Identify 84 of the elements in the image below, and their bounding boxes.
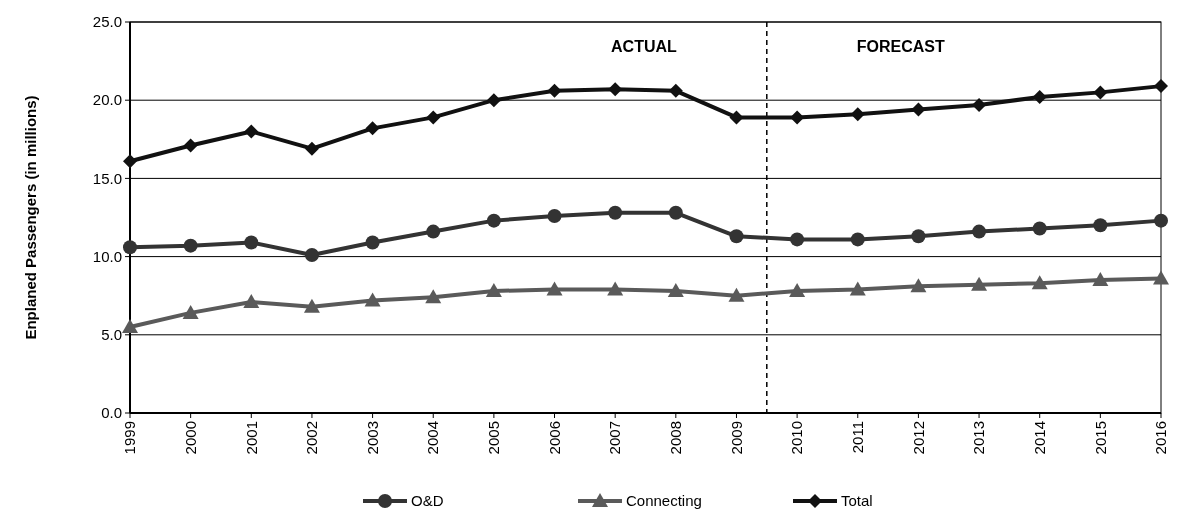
point (304, 248, 319, 263)
point (1032, 90, 1047, 105)
point (1093, 218, 1108, 233)
point (911, 102, 926, 117)
point (426, 224, 441, 239)
point (850, 107, 865, 122)
y-axis-title: Enplaned Passengers (in millions) (22, 95, 39, 340)
point (122, 318, 138, 333)
x-tick-label: 2012 (909, 421, 927, 455)
point (972, 97, 987, 112)
y-tick-label: 20.0 (92, 91, 122, 109)
point (850, 232, 865, 247)
point (1031, 275, 1048, 290)
y-tick-label: 0.0 (101, 404, 122, 422)
point (972, 224, 987, 239)
point (1154, 213, 1168, 228)
point (1032, 221, 1047, 236)
x-tick-label: 2001 (242, 421, 260, 455)
point (608, 82, 623, 97)
point (668, 205, 683, 220)
point (244, 124, 259, 139)
point (910, 278, 927, 293)
point (1154, 79, 1168, 94)
point (486, 213, 501, 228)
point (183, 138, 198, 153)
point (608, 205, 623, 220)
point (546, 281, 563, 296)
point (789, 283, 806, 298)
point (123, 240, 137, 255)
point (667, 283, 684, 298)
x-tick-label: 2004 (424, 421, 442, 455)
point (849, 281, 866, 296)
annotation: FORECAST (856, 38, 946, 55)
x-tick-label: 2015 (1091, 421, 1109, 455)
point (304, 141, 319, 156)
x-tick-label: 2003 (363, 421, 381, 455)
point (1093, 85, 1108, 100)
annotation: ACTUAL (611, 38, 678, 55)
x-tick-label: 2007 (606, 421, 624, 455)
point (911, 229, 926, 244)
point (243, 293, 260, 308)
point (365, 235, 380, 250)
legend-label: Total (841, 492, 873, 510)
x-tick-label: 2000 (181, 421, 199, 455)
point (607, 281, 624, 296)
point (729, 110, 744, 125)
point (244, 235, 259, 250)
point (364, 292, 381, 307)
x-tick-label: 2002 (303, 421, 321, 455)
point (123, 154, 137, 169)
point (790, 232, 805, 247)
x-tick-label: 2016 (1152, 421, 1170, 455)
point (486, 93, 501, 108)
legend-label: O&D (411, 492, 444, 510)
x-tick-label: 2013 (970, 421, 988, 455)
legend-label: Connecting (626, 492, 702, 510)
y-tick-label: 15.0 (92, 169, 122, 187)
x-tick-label: 1999 (121, 421, 139, 455)
point (790, 110, 805, 125)
point (365, 121, 380, 136)
point (485, 283, 502, 298)
x-tick-label: 2005 (485, 421, 503, 455)
y-tick-label: 25.0 (92, 13, 122, 31)
point (303, 298, 320, 313)
point (1153, 270, 1169, 285)
x-tick-label: 2009 (727, 421, 745, 455)
point (547, 83, 562, 98)
point (182, 304, 199, 319)
point (971, 276, 988, 291)
x-tick-label: 2008 (667, 421, 685, 455)
point (547, 208, 562, 223)
point (668, 83, 683, 98)
point (425, 289, 442, 304)
x-tick-label: 2014 (1030, 421, 1048, 455)
x-tick-label: 2006 (545, 421, 563, 455)
point (426, 110, 441, 125)
x-tick-label: 2011 (849, 421, 867, 454)
point (728, 287, 745, 302)
point (729, 229, 744, 244)
x-tick-label: 2010 (788, 421, 806, 455)
point (183, 238, 198, 253)
y-tick-label: 5.0 (101, 326, 122, 344)
point (1092, 272, 1109, 287)
y-tick-label: 10.0 (92, 247, 122, 265)
